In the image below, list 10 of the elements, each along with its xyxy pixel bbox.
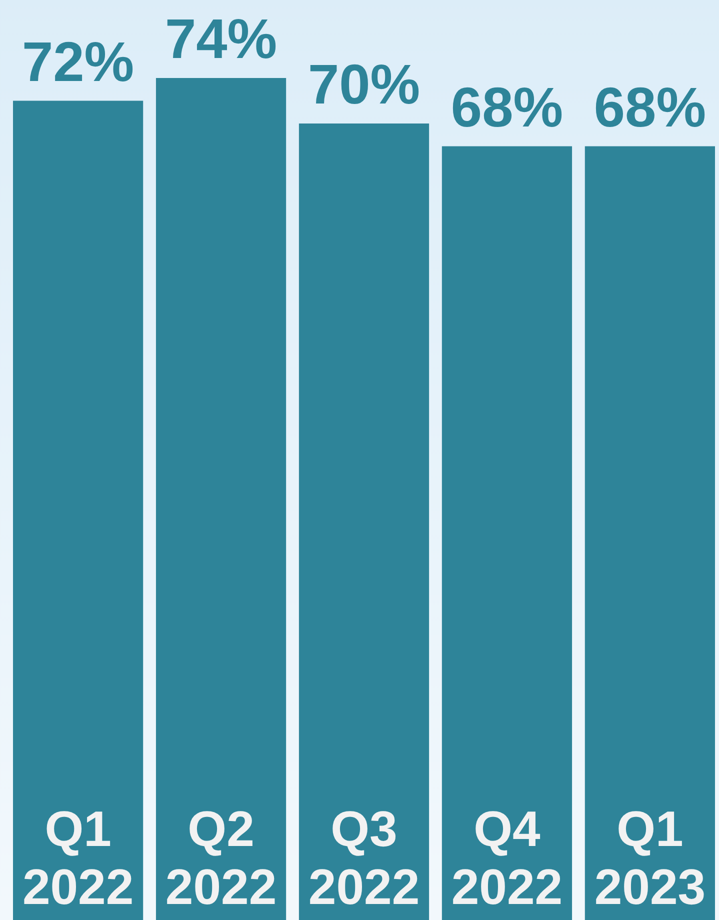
data-label: 74% — [164, 7, 278, 70]
data-label: 68% — [594, 75, 706, 138]
x-tick-label: Q2 2022 — [165, 801, 277, 915]
x-tick-label: Q1 2022 — [22, 801, 134, 915]
data-label: 68% — [450, 75, 564, 138]
x-tick-label: Q1 2023 — [594, 801, 706, 915]
data-label: 70% — [308, 52, 420, 116]
data-label: 72% — [22, 30, 134, 93]
x-tick-label: Q4 2022 — [451, 801, 563, 915]
x-tick-label: Q3 2022 — [308, 801, 420, 915]
